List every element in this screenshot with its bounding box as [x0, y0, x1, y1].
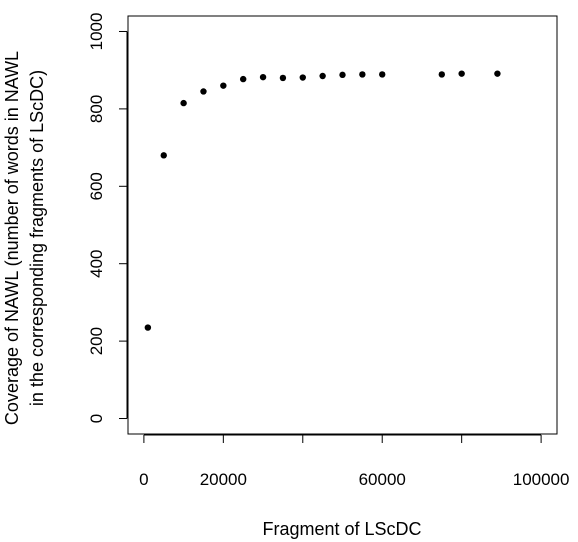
y-tick-label: 200 [87, 327, 106, 355]
plot-frame [127, 15, 558, 435]
x-tick-label: 100000 [513, 470, 570, 489]
y-tick-label: 1000 [87, 13, 106, 51]
y-axis-title-line-2: in the corresponding fragments of LScDC) [27, 70, 47, 406]
y-tick-label: 0 [87, 414, 106, 423]
x-axis: 0 20000 60000 100000 [139, 434, 570, 489]
data-point [180, 99, 187, 107]
data-point [379, 71, 386, 78]
x-tick-label: 60000 [359, 470, 406, 489]
data-point [299, 74, 306, 81]
y-tick-label: 600 [87, 172, 106, 200]
data-point [200, 88, 207, 95]
data-point [494, 70, 501, 77]
data-point [220, 82, 227, 89]
y-axis-title-line-1: Coverage of NAWL (number of words in NAW… [2, 51, 22, 425]
x-tick-label: 0 [139, 470, 148, 489]
data-point [259, 73, 267, 81]
data-point [339, 71, 346, 79]
data-point [160, 152, 167, 159]
data-point [279, 74, 287, 82]
data-point [144, 324, 152, 331]
data-point [319, 72, 326, 80]
y-tick-label: 800 [87, 95, 106, 123]
data-point [239, 75, 247, 83]
data-points [144, 70, 501, 331]
y-tick-label: 400 [87, 250, 106, 278]
data-point [359, 71, 366, 78]
x-tick-label: 20000 [200, 470, 247, 489]
data-point [438, 71, 446, 78]
y-axis: 0 200 400 600 800 1000 [87, 13, 128, 423]
x-axis-title: Fragment of LScDC [262, 519, 421, 539]
data-point [458, 70, 465, 77]
